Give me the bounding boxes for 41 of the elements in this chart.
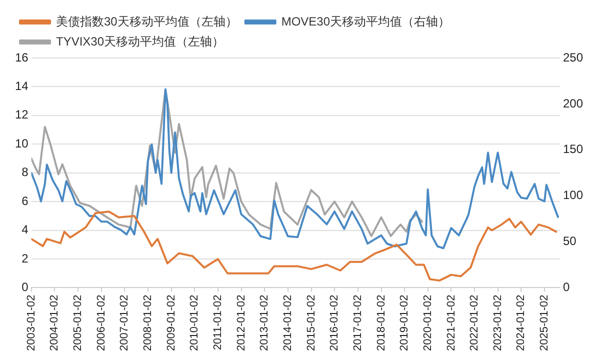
y2-tick-label: 50	[562, 234, 577, 248]
y-tick-label: 0	[22, 280, 29, 294]
y2-tick-label: 150	[562, 142, 584, 156]
y-tick-label: 6	[22, 194, 29, 208]
y-tick-label: 14	[14, 79, 29, 94]
x-tick-label: 2010-01-02	[188, 294, 201, 352]
y-tick-label: 8	[22, 165, 29, 180]
x-tick-label: 2016-01-02	[328, 294, 341, 352]
x-tick-label: 2004-01-02	[48, 294, 61, 352]
x-tick-label: 2018-01-02	[375, 294, 388, 352]
x-tick-label: 2013-01-02	[258, 294, 271, 352]
y2-tick-label: 200	[562, 96, 584, 110]
y-tick-label: 10	[14, 136, 29, 150]
y2-tick-label: 0	[562, 280, 570, 294]
x-tick-label: 2024-01-02	[515, 294, 528, 352]
y2-tick-label: 250	[562, 50, 584, 64]
x-tick-label: 2023-01-02	[492, 294, 504, 352]
x-tick-label: 2011-01-02	[212, 294, 224, 350]
x-tick-label: 2009-01-02	[165, 294, 178, 352]
y-tick-label: 2	[22, 251, 29, 266]
y-tick-label: 12	[14, 108, 29, 122]
y-tick-label: 16	[14, 50, 29, 64]
y-tick-label: 4	[22, 222, 29, 237]
x-tick-label: 2017-01-02	[352, 294, 364, 352]
x-tick-label: 2025-01-02	[538, 294, 551, 352]
legend-label: TYVIX30天移动平均值（左轴）	[56, 34, 224, 48]
legend-label: MOVE30天移动平均值（右轴）	[281, 14, 450, 28]
x-tick-label: 2021-01-02	[445, 294, 458, 352]
x-tick-label: 2014-01-02	[282, 294, 294, 352]
y2-tick-label: 100	[562, 188, 584, 202]
x-tick-label: 2015-01-02	[305, 294, 318, 352]
x-tick-label: 2019-01-02	[398, 294, 411, 352]
x-tick-label: 2007-01-02	[118, 294, 131, 352]
x-tick-label: 2022-01-02	[468, 294, 481, 352]
x-tick-label: 2008-01-02	[142, 294, 154, 352]
legend-label: 美债指数30天移动平均值（左轴）	[56, 14, 238, 28]
x-tick-label: 2020-01-02	[422, 294, 434, 352]
x-tick-label: 2012-01-02	[235, 294, 248, 352]
x-tick-label: 2006-01-02	[95, 294, 108, 352]
x-tick-label: 2003-01-02	[25, 294, 38, 352]
x-tick-label: 2005-01-02	[72, 294, 84, 352]
